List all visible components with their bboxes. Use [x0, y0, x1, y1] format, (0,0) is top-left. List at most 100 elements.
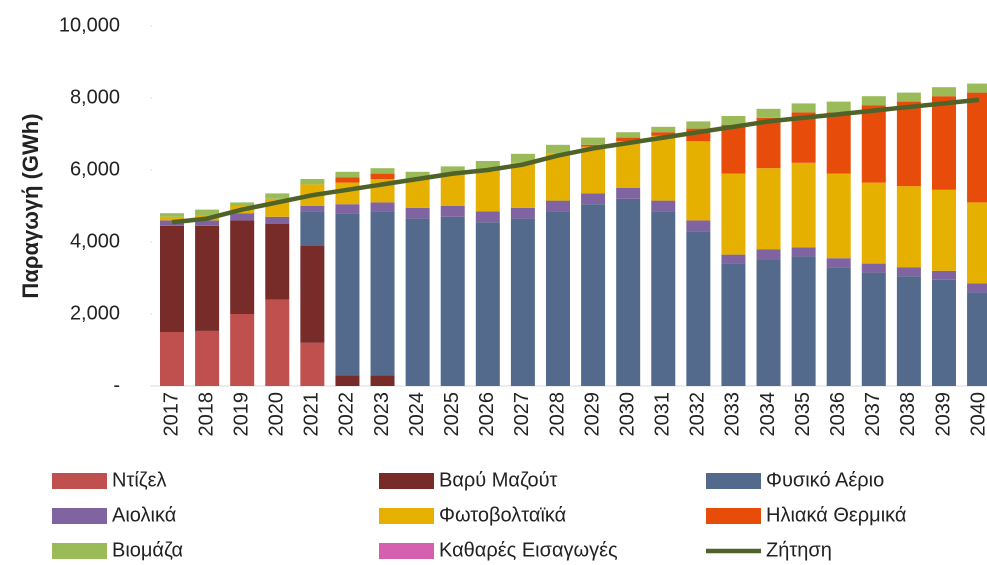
- bar-segment: [230, 220, 255, 314]
- x-tick-label: 2024: [406, 392, 428, 437]
- y-tick-label: 8,000: [70, 86, 120, 108]
- bar-segment: [475, 171, 500, 212]
- x-tick-label: 2038: [897, 392, 919, 437]
- bar-segment: [756, 168, 781, 250]
- x-tick-label: 2031: [652, 392, 674, 437]
- bar-segment: [545, 153, 570, 201]
- legend-label: Φυσικό Αέριο: [766, 469, 884, 491]
- bar-segment: [616, 137, 641, 142]
- bar-segment: [896, 101, 921, 187]
- bar-segment: [230, 202, 255, 206]
- bar-segment: [440, 173, 465, 206]
- bar-segment: [510, 207, 535, 219]
- bar-segment: [791, 162, 816, 248]
- x-tick-label: 2037: [862, 392, 884, 437]
- bar-segment: [405, 207, 430, 219]
- bar-segment: [721, 263, 746, 386]
- bar-segment: [230, 314, 255, 386]
- bar-segment: [616, 188, 641, 199]
- bar-segment: [967, 92, 987, 203]
- bar-segment: [686, 141, 711, 221]
- bar-segment: [896, 92, 921, 102]
- bar-segment: [826, 112, 851, 174]
- bar-segment: [335, 171, 360, 178]
- bar-segment: [616, 132, 641, 138]
- bar-segment: [160, 220, 184, 226]
- bar-segment: [300, 206, 325, 212]
- bar-segment: [510, 162, 535, 208]
- bar-segment: [896, 186, 921, 268]
- bar-segment: [475, 161, 500, 172]
- bar-segment: [721, 254, 746, 264]
- bar-segment: [405, 218, 430, 386]
- bar-segment: [721, 125, 746, 174]
- bar-segment: [931, 189, 956, 271]
- bar-segment: [616, 198, 641, 386]
- x-tick-label: 2025: [441, 392, 463, 437]
- bar-segment: [335, 177, 360, 183]
- x-tick-label: 2032: [687, 392, 709, 437]
- legend-label: Αιολικά: [112, 504, 176, 526]
- bar-segment: [967, 83, 987, 93]
- bar-segment: [581, 204, 606, 386]
- bar-segment: [510, 153, 535, 163]
- bar-segment: [440, 166, 465, 174]
- bar-segment: [510, 218, 535, 386]
- bar-segment: [651, 126, 676, 133]
- bar-segment: [721, 116, 746, 125]
- bar-segment: [826, 258, 851, 268]
- bar-segment: [475, 211, 500, 223]
- legend-swatch: [379, 543, 434, 559]
- legend-label: Ντίζελ: [112, 469, 167, 491]
- bar-segment: [195, 330, 220, 386]
- bar-segment: [756, 249, 781, 260]
- bar-segment: [335, 375, 360, 386]
- bar-segment: [581, 193, 606, 205]
- bar-segment: [300, 179, 325, 185]
- bar-segment: [686, 121, 711, 129]
- bar-segment: [581, 146, 606, 194]
- bar-segment: [861, 263, 886, 273]
- bar-segment: [791, 103, 816, 113]
- bar-segment: [230, 213, 255, 221]
- x-tick-label: 2035: [792, 392, 814, 437]
- bar-segment: [896, 267, 921, 277]
- bar-segment: [931, 87, 956, 97]
- legend-swatch: [379, 508, 434, 524]
- legend-label: Βαρύ Μαζούτ: [439, 469, 558, 491]
- bar-segment: [370, 202, 395, 212]
- x-tick-label: 2027: [511, 392, 533, 437]
- bar-segment: [405, 179, 430, 208]
- x-tick-label: 2033: [722, 392, 744, 437]
- legend-swatch: [52, 473, 107, 489]
- x-tick-label: 2039: [932, 392, 954, 437]
- legend-swatch: [52, 508, 107, 524]
- legend-swatch: [52, 543, 107, 559]
- bar-segment: [370, 168, 395, 174]
- bar-segment: [195, 225, 220, 331]
- bar-segment: [967, 202, 987, 284]
- bar-segment: [581, 144, 606, 147]
- bar-segment: [335, 213, 360, 376]
- legend-swatch: [706, 508, 761, 524]
- bar-segment: [721, 173, 746, 255]
- y-axis-label: Παραγωγή (GWh): [18, 113, 43, 298]
- y-tick-label: -: [113, 374, 120, 396]
- bar-segment: [300, 245, 325, 343]
- legend-label: Ηλιακά Θερμικά: [766, 504, 906, 526]
- bar-segment: [265, 216, 290, 224]
- bar-segment: [335, 182, 360, 205]
- y-tick-label: 4,000: [70, 230, 120, 252]
- bar-segment: [861, 96, 886, 106]
- legend-swatch: [706, 473, 761, 489]
- x-tick-label: 2028: [546, 392, 568, 437]
- bar-segment: [370, 375, 395, 386]
- bar-segment: [967, 292, 987, 386]
- x-tick-label: 2017: [160, 392, 182, 437]
- bar-segment: [756, 108, 781, 118]
- bar-segment: [160, 216, 184, 221]
- bar-segment: [370, 173, 395, 179]
- bar-segment: [861, 182, 886, 264]
